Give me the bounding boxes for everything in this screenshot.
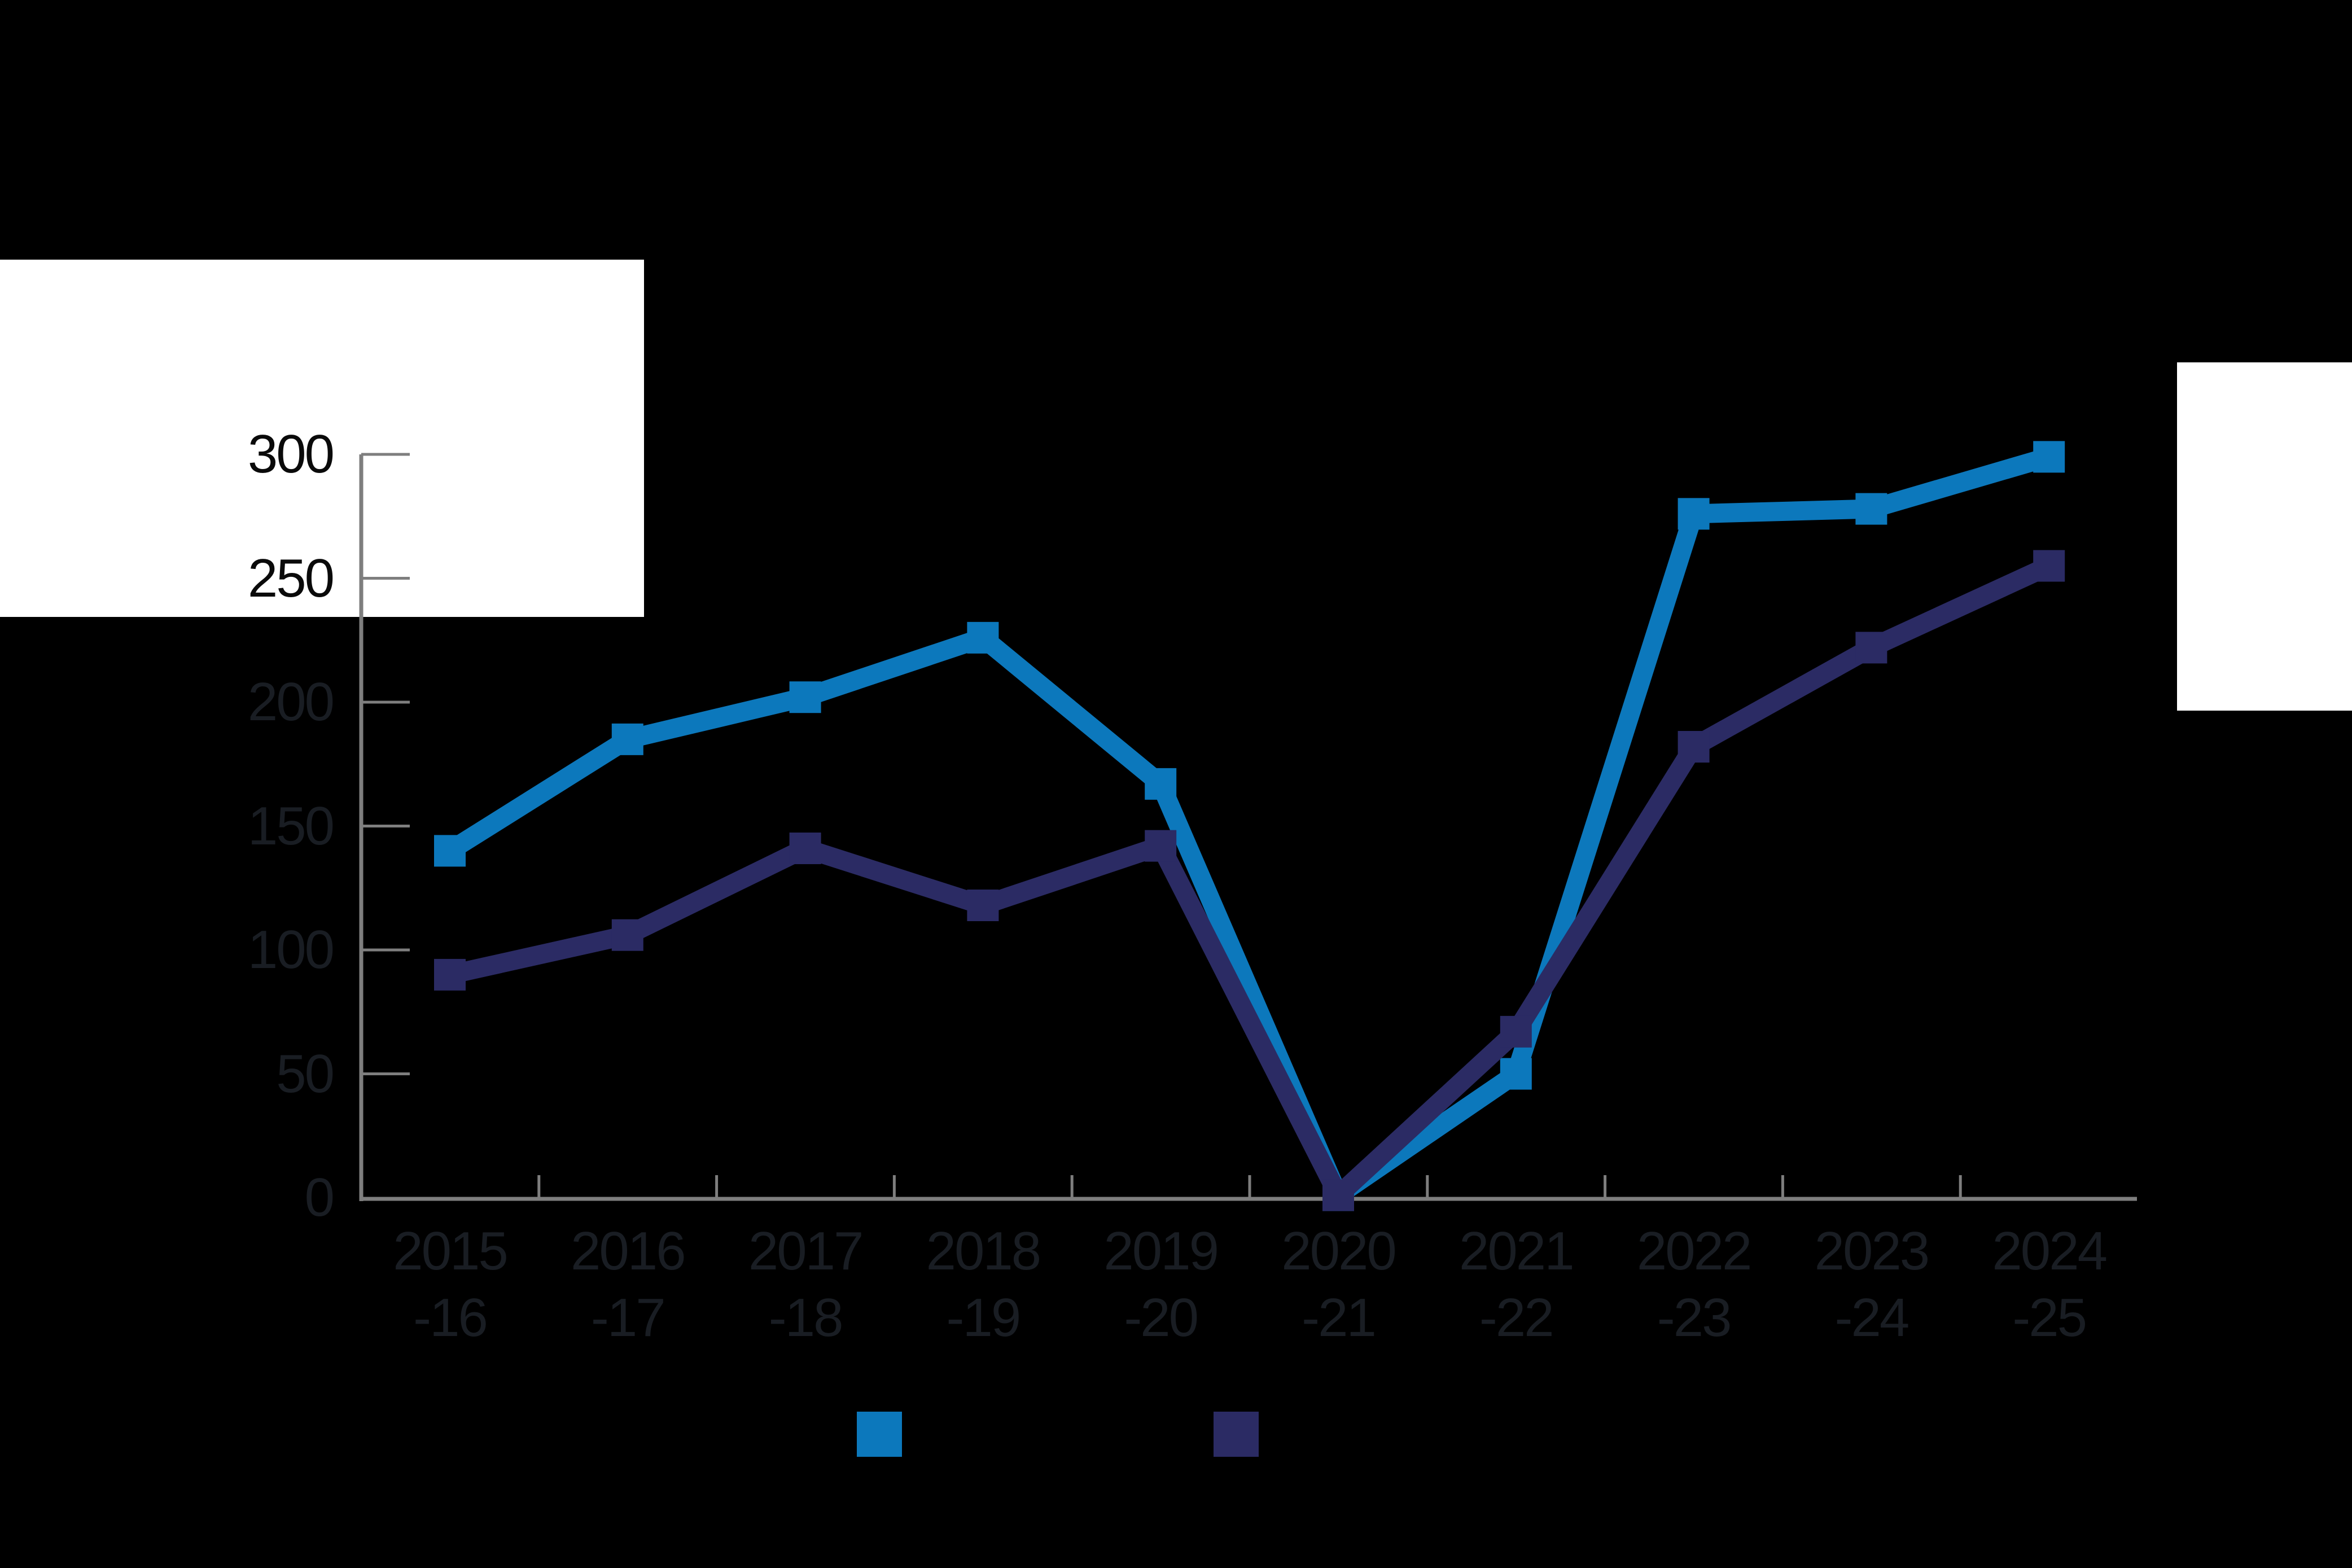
left-white-panel [0,260,644,617]
x-tick-label-2015-16: 2015 -16 [354,1218,546,1351]
x-tick-label-year: 2017 [748,1221,864,1281]
x-tick-label-year-suffix: -19 [946,1287,1022,1348]
light_blue-marker-2015-16 [434,835,466,867]
x-tick-label-2020-21: 2020 -21 [1242,1218,1434,1351]
y-tick-label-300: 300 [247,424,335,484]
dark_navy-marker-2016-17 [611,919,643,951]
light_blue-marker-2018-19 [967,621,999,654]
light_blue-marker-2022-23 [1678,498,1710,530]
light_blue-marker-2021-22 [1500,1058,1532,1090]
dark_navy-marker-2023-24 [1855,632,1887,664]
light_blue-marker-2017-18 [789,681,821,713]
x-tick-label-2017-18: 2017 -18 [709,1218,901,1351]
light_blue-marker-2023-24 [1855,493,1887,525]
x-tick-label-year-suffix: -23 [1657,1287,1732,1348]
dark_navy-marker-2017-18 [789,833,821,865]
x-tick-label-year-suffix: -20 [1124,1287,1199,1348]
light_blue-marker-2019-20 [1145,768,1177,800]
x-tick-label-year: 2020 [1281,1221,1397,1281]
x-tick-label-year-suffix: -18 [768,1287,844,1348]
x-tick-label-2024-25: 2024 -25 [1953,1218,2145,1351]
y-tick-label-250: 250 [247,548,335,608]
light_blue-marker-2024-25 [2033,441,2065,473]
x-tick-label-year-suffix: -22 [1479,1287,1554,1348]
dark_navy-line [448,557,2053,1211]
x-tick-label-year: 2023 [1814,1221,1930,1281]
x-tick-label-year: 2015 [393,1221,509,1281]
dark_navy-marker-2018-19 [967,889,999,921]
light_blue-line [444,448,2052,1210]
x-tick-label-year: 2016 [571,1221,686,1281]
y-tick-label-0: 0 [304,1167,335,1228]
dark_navy-marker-2020-21 [1322,1179,1354,1211]
dark_navy-marker-2015-16 [434,958,466,991]
x-tick-label-year-suffix: -24 [1834,1287,1910,1348]
x-tick-label-2018-19: 2018 -19 [887,1218,1079,1351]
right-white-panel [2177,362,2352,711]
x-tick-label-2023-24: 2023 -24 [1775,1218,1967,1351]
x-tick-label-year-suffix: -25 [2012,1287,2087,1348]
y-tick-label-150: 150 [247,795,335,856]
x-tick-label-year: 2021 [1459,1221,1575,1281]
x-tick-label-year: 2019 [1103,1221,1219,1281]
x-tick-label-2021-22: 2021 -22 [1420,1218,1612,1351]
y-tick-label-50: 50 [276,1043,335,1104]
x-tick-label-2019-20: 2019 -20 [1065,1218,1256,1351]
light_blue-marker-2016-17 [611,723,643,755]
x-tick-label-2016-17: 2016 -17 [532,1218,724,1351]
x-tick-label-year: 2024 [1992,1221,2108,1281]
dark_navy-marker-2021-22 [1500,1015,1532,1048]
x-tick-label-2022-23: 2022 -23 [1598,1218,1790,1351]
dark_navy-marker-2024-25 [2033,550,2065,582]
y-tick-label-100: 100 [247,919,335,980]
dark_navy-marker-2022-23 [1678,731,1710,763]
x-tick-label-year-suffix: -17 [590,1287,666,1348]
x-tick-label-year: 2022 [1636,1221,1753,1281]
legend-swatch-light_blue_series [857,1412,902,1457]
y-tick-label-200: 200 [247,672,335,732]
x-tick-label-year: 2018 [926,1221,1042,1281]
legend-swatch-dark_navy_series [1214,1412,1259,1457]
x-tick-label-year-suffix: -21 [1302,1287,1377,1348]
dark_navy-marker-2019-20 [1145,830,1177,862]
x-tick-label-year-suffix: -16 [413,1287,488,1348]
